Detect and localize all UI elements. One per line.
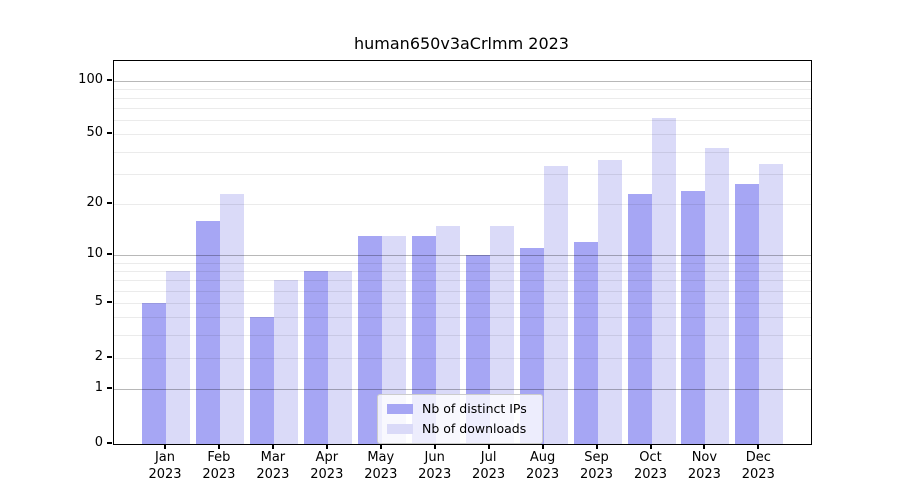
x-tick-label: May 2023: [364, 450, 398, 482]
minor-gridline: [114, 290, 811, 292]
minor-gridline: [114, 108, 811, 110]
minor-gridline: [114, 280, 811, 282]
y-axis-tick: [107, 132, 112, 135]
major-gridline: [114, 255, 811, 257]
y-tick-label: 10: [86, 246, 103, 262]
x-axis-tick: [541, 444, 544, 449]
y-tick-label: 50: [86, 125, 103, 141]
y-axis-tick: [107, 202, 112, 205]
x-tick-label: Sep 2023: [579, 450, 614, 482]
bar-downloads-dec: [759, 164, 784, 444]
legend-row-distinct-ips: Nb of distinct IPs: [387, 401, 533, 416]
chart-title: human650v3aCrlmm 2023: [354, 34, 569, 53]
bar-downloads-nov: [705, 147, 730, 444]
y-tick-label: 2: [94, 348, 103, 364]
bar-distinct-ips-dec: [735, 184, 760, 444]
minor-gridline: [114, 334, 811, 336]
x-tick-label: Apr 2023: [310, 450, 344, 482]
plot-area: Nb of distinct IPs Nb of downloads: [113, 60, 812, 445]
y-axis-tick: [107, 300, 112, 303]
y-axis-tick: [107, 253, 112, 256]
major-gridline: [114, 80, 811, 82]
x-tick-label: Jul 2023: [472, 450, 506, 482]
x-tick-label: Nov 2023: [687, 450, 721, 482]
minor-gridline: [114, 88, 811, 90]
bar-distinct-ips-jan: [142, 302, 166, 444]
bar-downloads-feb: [219, 193, 244, 444]
x-tick-label: Aug 2023: [526, 450, 560, 482]
bar-distinct-ips-sep: [573, 242, 598, 444]
x-tick-label: Feb 2023: [202, 450, 236, 482]
minor-gridline: [114, 204, 811, 206]
minor-gridline: [114, 302, 811, 304]
minor-gridline: [114, 173, 811, 175]
legend-swatch-downloads: [387, 423, 413, 434]
bar-distinct-ips-nov: [681, 190, 706, 444]
x-axis-tick: [379, 444, 382, 449]
y-axis-tick: [107, 442, 112, 444]
x-axis-tick: [325, 444, 328, 449]
minor-gridline: [114, 120, 811, 122]
bar-distinct-ips-oct: [627, 193, 652, 444]
x-tick-label: Dec 2023: [741, 450, 775, 482]
x-axis-tick: [217, 444, 220, 449]
minor-gridline: [114, 317, 811, 319]
minor-gridline: [114, 97, 811, 99]
y-tick-label: 20: [86, 195, 103, 211]
y-tick-label: 100: [78, 71, 103, 87]
bar-distinct-ips-mar: [249, 317, 274, 444]
minor-gridline: [114, 262, 811, 264]
bar-downloads-apr: [327, 270, 352, 444]
x-tick-label: Mar 2023: [256, 450, 290, 482]
legend-swatch-distinct-ips: [387, 403, 413, 414]
minor-gridline: [114, 134, 811, 136]
x-axis-tick: [595, 444, 598, 449]
x-tick-label: Jan 2023: [148, 450, 182, 482]
legend-label-distinct-ips: Nb of distinct IPs: [422, 401, 527, 416]
x-axis-tick: [757, 444, 760, 449]
legend: Nb of distinct IPs Nb of downloads: [377, 394, 543, 444]
bar-downloads-oct: [651, 117, 676, 444]
x-axis-tick: [271, 444, 274, 449]
minor-gridline: [114, 151, 811, 153]
bar-downloads-jan: [166, 270, 190, 444]
y-tick-label: 0: [94, 435, 103, 450]
y-tick-label: 5: [94, 293, 103, 309]
bar-distinct-ips-feb: [195, 220, 220, 444]
x-axis-tick: [703, 444, 706, 449]
bar-distinct-ips-apr: [303, 270, 328, 444]
x-axis-tick: [164, 444, 166, 449]
y-axis-tick: [107, 387, 112, 390]
minor-gridline: [114, 357, 811, 359]
bar-downloads-sep: [597, 159, 622, 444]
x-tick-label: Jun 2023: [418, 450, 452, 482]
bar-downloads-mar: [273, 280, 298, 444]
legend-label-downloads: Nb of downloads: [422, 421, 527, 436]
x-tick-label: Oct 2023: [633, 450, 668, 482]
minor-gridline: [114, 270, 811, 272]
legend-row-downloads: Nb of downloads: [387, 421, 533, 436]
y-axis-tick: [107, 355, 112, 358]
y-axis-tick: [107, 78, 112, 81]
x-axis-tick: [433, 444, 436, 449]
x-axis-tick: [487, 444, 490, 449]
bar-downloads-aug: [543, 166, 568, 444]
x-axis-tick: [649, 444, 652, 449]
y-tick-label: 1: [94, 380, 103, 396]
major-gridline: [114, 389, 811, 391]
